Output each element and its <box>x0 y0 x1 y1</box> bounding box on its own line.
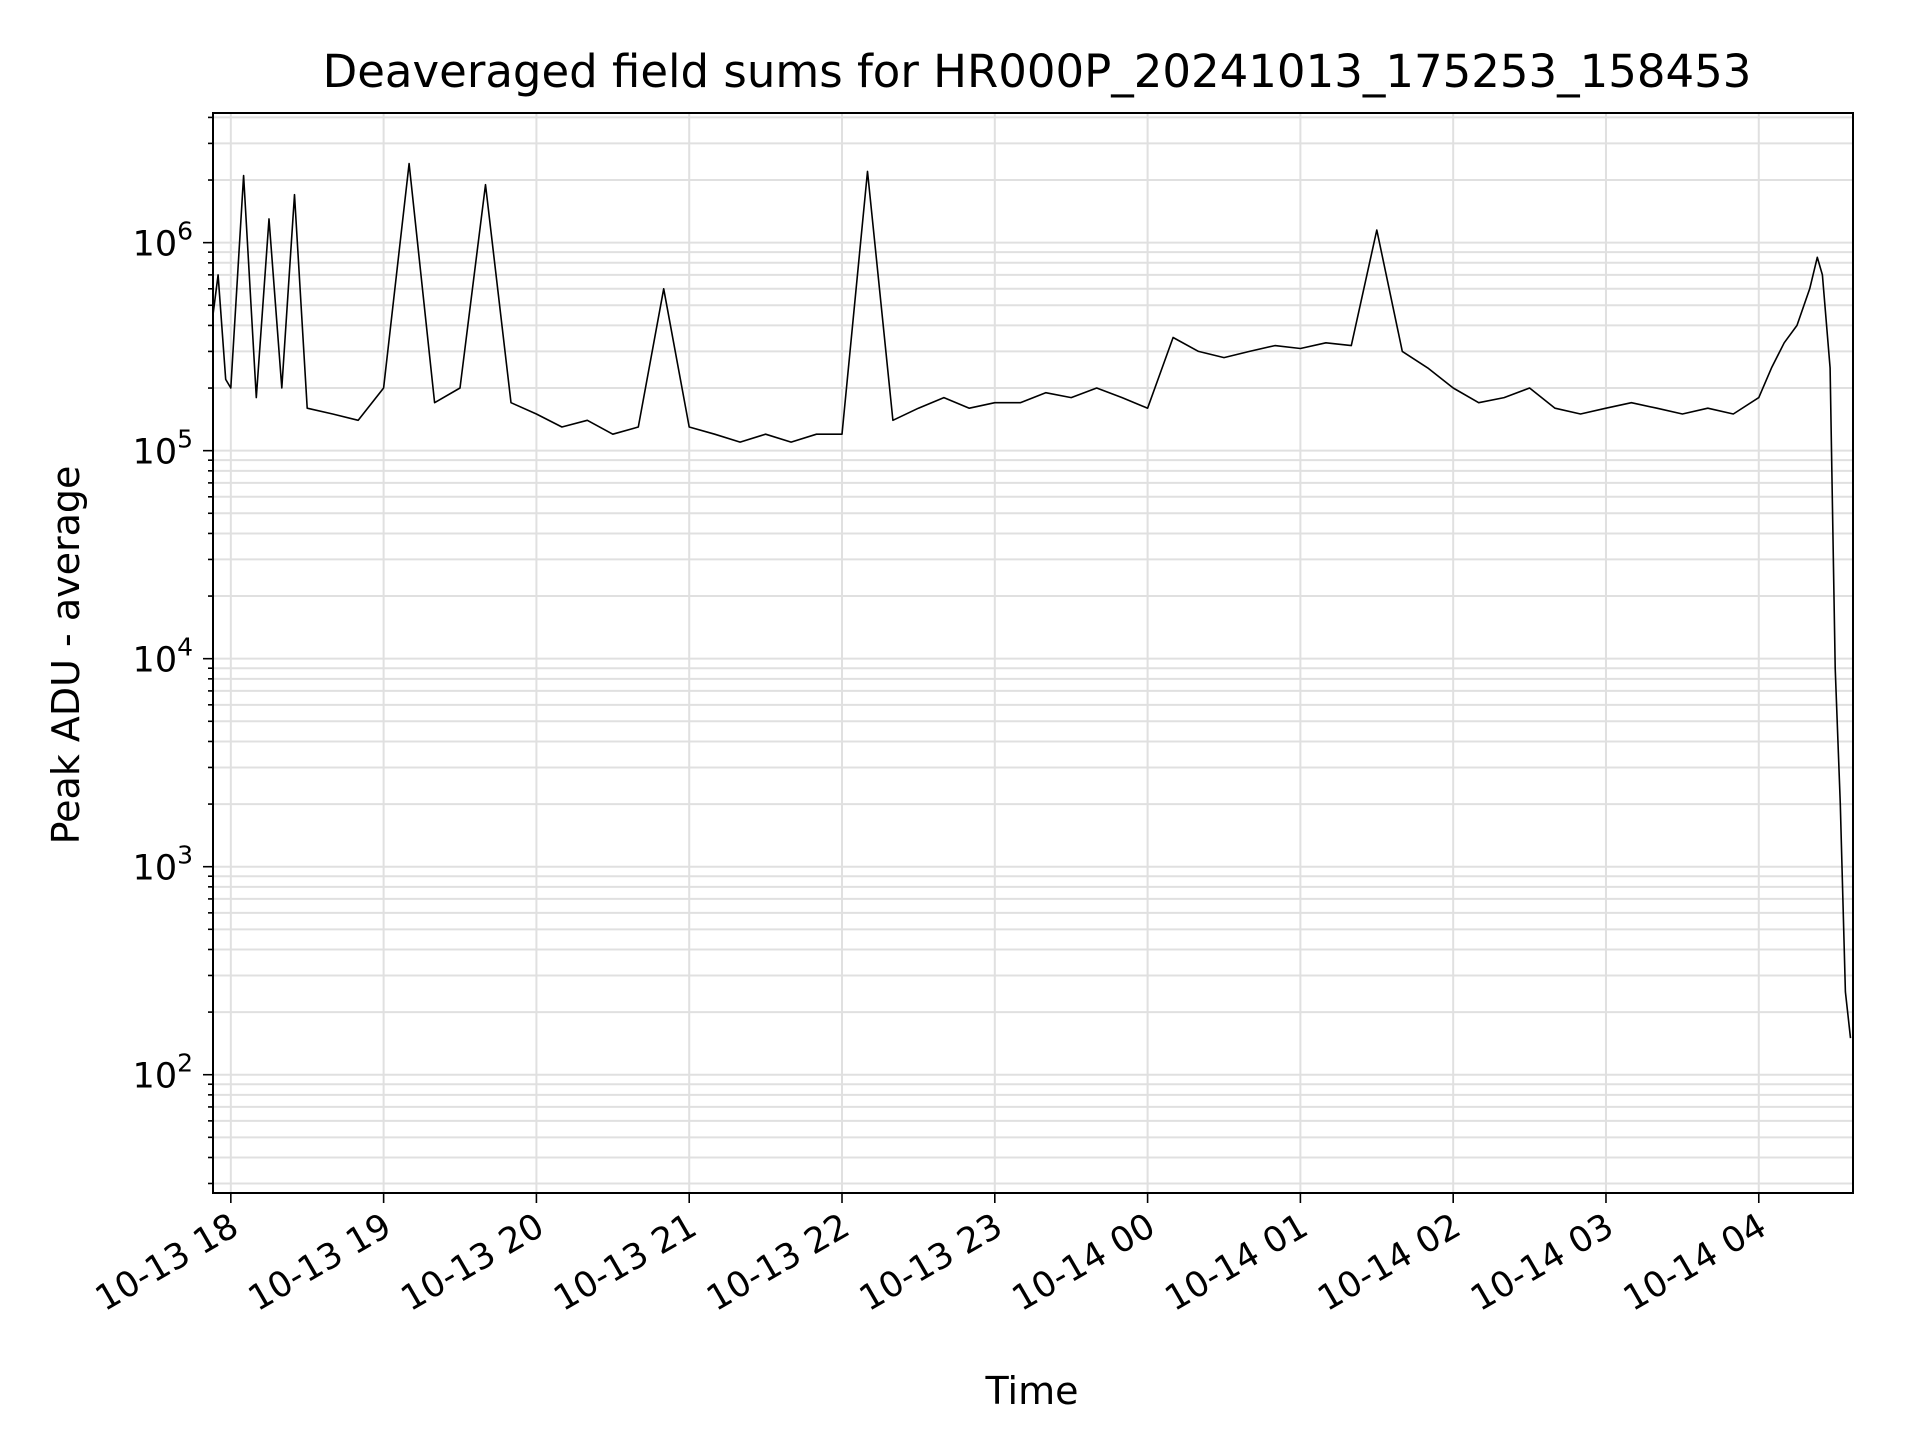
x-axis-label: Time <box>985 1369 1079 1413</box>
y-tick-label: 104 <box>133 633 193 681</box>
y-tick-label-exponent: 3 <box>177 841 193 870</box>
grid <box>213 113 1853 1193</box>
y-axis-label: Peak ADU - average <box>44 466 88 845</box>
y-tick-label: 102 <box>133 1049 193 1097</box>
y-tick-label: 105 <box>133 425 193 473</box>
chart-title: Deaveraged field sums for HR000P_2024101… <box>323 45 1752 98</box>
y-tick-label-base: 10 <box>133 849 178 889</box>
plot-line <box>212 162 1852 1039</box>
y-tick-label-base: 10 <box>133 225 178 265</box>
y-tick-label-base: 10 <box>133 641 178 681</box>
plot-frame <box>212 112 1854 1194</box>
y-tick-label-base: 10 <box>133 1057 178 1097</box>
y-tick-label-base: 10 <box>133 433 178 473</box>
y-tick-label-exponent: 6 <box>177 217 193 246</box>
y-tick-label-exponent: 5 <box>177 425 193 454</box>
series-line <box>212 162 1852 1039</box>
y-tick-label: 103 <box>133 841 193 889</box>
y-tick-label-exponent: 2 <box>177 1049 193 1078</box>
y-tick-label: 106 <box>133 217 193 265</box>
y-tick-label-exponent: 4 <box>177 633 193 662</box>
